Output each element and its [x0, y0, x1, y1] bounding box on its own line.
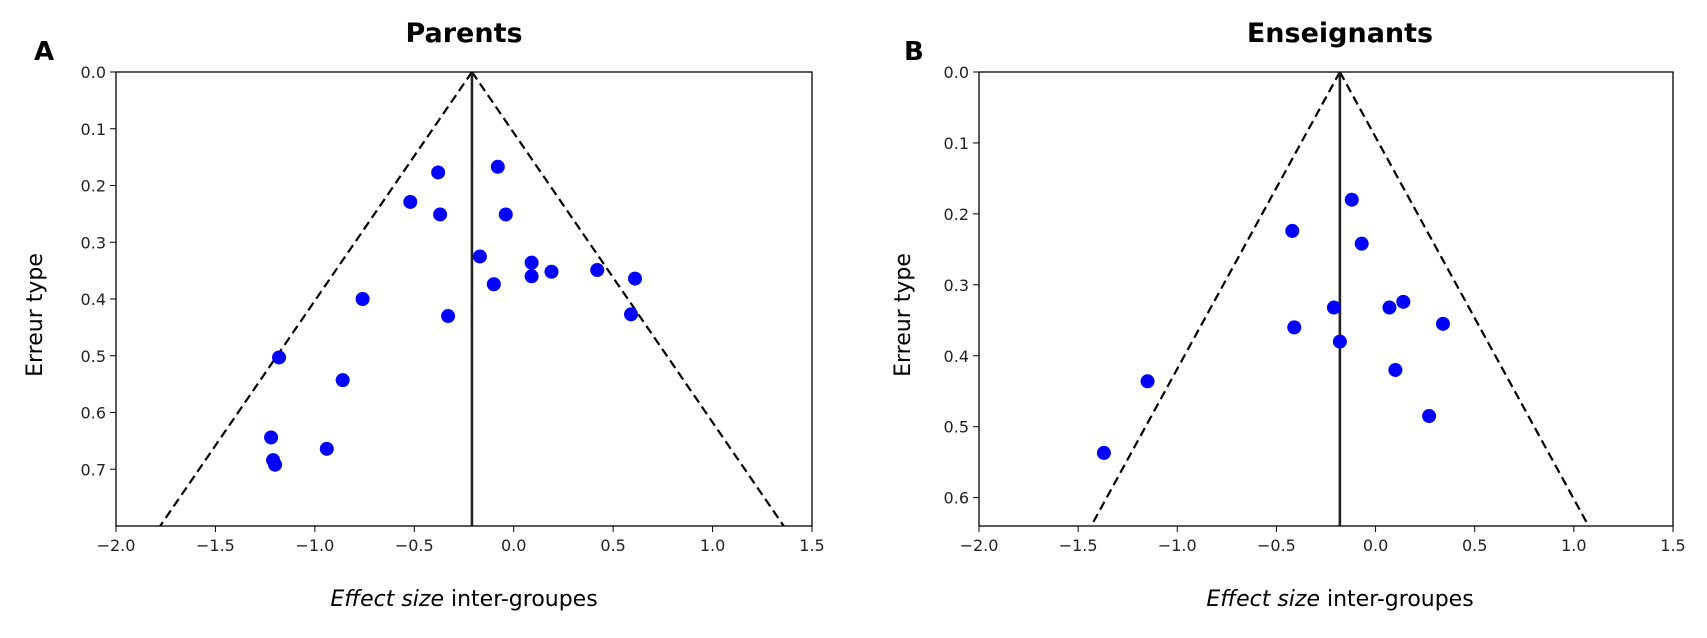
y-tick-label: 0.5 [81, 347, 106, 366]
y-tick-label: 0.2 [81, 177, 106, 196]
plot-content-enseignants [1090, 72, 1590, 526]
data-point [1396, 294, 1411, 309]
y-axis-label-parents: Erreur type [23, 253, 48, 377]
y-tick-label: 0.7 [81, 460, 106, 479]
data-point [1332, 334, 1347, 349]
x-tick-label: 1.0 [700, 536, 725, 555]
x-axis-label-italic-parents: Effect size [330, 587, 444, 612]
data-point [490, 159, 505, 174]
y-tick-label: 0.3 [81, 233, 106, 252]
panel-label-b: B [904, 37, 924, 67]
x-tick-label: 0.5 [1462, 536, 1487, 555]
y-tick-label: 0.2 [944, 205, 969, 224]
y-tick-label: 0.5 [944, 418, 969, 437]
x-axis-label-enseignants: Effect size inter-groupes [1206, 587, 1473, 612]
data-point [268, 457, 283, 472]
data-point [1388, 362, 1403, 377]
data-point [355, 292, 370, 306]
data-point [624, 307, 639, 322]
x-axis-label-parents: Effect size inter-groupes [330, 587, 597, 612]
x-tick-label: −0.5 [395, 536, 434, 555]
x-tick-label: −2.0 [960, 536, 999, 555]
data-point [1344, 192, 1359, 207]
chart-title-parents: Parents [405, 18, 522, 49]
plot-content-parents [159, 72, 785, 526]
data-point [1287, 320, 1302, 335]
data-point [1285, 223, 1300, 238]
data-point [319, 441, 334, 456]
data-point [1435, 316, 1450, 331]
plot-area-enseignants: −2.0 −1.5 −1.0 −0.5 0.0 0.5 1.0 1.5 0.0 0.1 0.2 0.3… [944, 63, 1686, 555]
data-point [590, 263, 605, 278]
x-tick-label: 1.5 [1660, 536, 1685, 555]
data-point [1326, 300, 1341, 315]
x-tick-label: −2.0 [97, 536, 136, 555]
data-point [486, 277, 501, 292]
plot-area-parents: −2.0 −1.5 −1.0 −0.5 0.0 0.5 1.0 1.5 0.0 0.1 0.2 0.3… [81, 63, 825, 555]
data-point [1382, 300, 1397, 315]
data-point [1140, 374, 1155, 389]
data-point [1096, 445, 1111, 460]
y-tick-label: 0.0 [81, 63, 106, 82]
x-tick-label: 1.0 [1561, 536, 1586, 555]
data-point [1422, 409, 1437, 424]
data-point [524, 269, 539, 284]
y-tick-label: 0.4 [944, 347, 969, 366]
data-point [433, 207, 448, 222]
y-tick-label: 0.1 [944, 134, 969, 153]
y-axis-label-enseignants: Erreur type [891, 253, 916, 377]
data-point [498, 207, 513, 222]
funnel-right-line [471, 72, 785, 526]
chart-title-enseignants: Enseignants [1247, 18, 1433, 49]
y-tick-label: 0.0 [944, 63, 969, 82]
data-point [1354, 236, 1369, 251]
plot-frame-parents [115, 71, 813, 527]
x-tick-label: −1.0 [295, 536, 334, 555]
panel-label-a: A [34, 37, 54, 67]
panel-parents: A Parents −2.0 −1.5 −1.0 −0.5 0.0 0.5 1.0 1.5 0.… [23, 18, 825, 612]
data-point [335, 373, 350, 388]
data-point [524, 255, 539, 270]
funnel-right-line [1338, 72, 1590, 526]
data-point [272, 350, 287, 365]
x-tick-label: −1.5 [1059, 536, 1098, 555]
x-tick-label: −1.0 [1158, 536, 1197, 555]
funnel-left-line [1090, 72, 1341, 526]
data-point [431, 165, 446, 180]
x-tick-label: −1.5 [196, 536, 235, 555]
x-axis-label-rest-parents: inter-groupes [444, 587, 598, 612]
y-tick-label: 0.4 [81, 290, 106, 309]
data-point [472, 249, 487, 264]
x-tick-label: −0.5 [1257, 536, 1296, 555]
data-point [403, 194, 418, 209]
x-axis-label-rest-enseignants: inter-groupes [1320, 587, 1474, 612]
data-point [544, 264, 559, 279]
y-tick-label: 0.6 [944, 489, 969, 508]
x-tick-label: 0.0 [501, 536, 526, 555]
x-tick-label: 1.5 [799, 536, 824, 555]
y-tick-label: 0.6 [81, 404, 106, 423]
data-point [628, 271, 643, 286]
x-tick-label: 0.5 [600, 536, 625, 555]
data-point [264, 430, 279, 445]
data-point [441, 309, 456, 324]
x-tick-label: 0.0 [1363, 536, 1388, 555]
panel-enseignants: B Enseignants −2.0 −1.5 −1.0 −0.5 0.0 0.5 1.0 1… [891, 18, 1686, 612]
y-tick-label: 0.1 [81, 120, 106, 139]
x-axis-label-italic-enseignants: Effect size [1206, 587, 1320, 612]
funnel-left-line [159, 72, 473, 526]
plot-frame-enseignants [978, 71, 1674, 527]
y-tick-label: 0.3 [944, 276, 969, 295]
